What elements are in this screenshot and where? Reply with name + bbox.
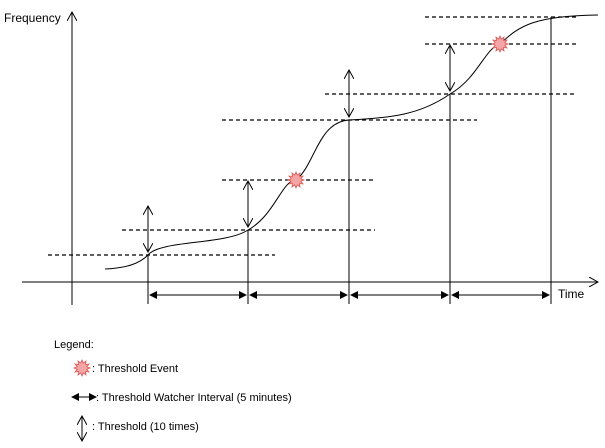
x-axis-label: Time [558,287,585,301]
legend: Legend: : Threshold Event : Threshold Wa… [54,339,292,441]
legend-item-label: : Threshold Watcher Interval (5 minutes) [96,392,292,404]
threshold-dashed-lines [48,16,577,256]
legend-title: Legend: [54,339,94,351]
legend-item-label: : Threshold Event [92,363,178,375]
threshold-event-icon [286,170,306,190]
threshold-arrows [148,45,450,252]
threshold-events [286,34,510,190]
frequency-curve [104,14,599,270]
threshold-event-icon [72,358,92,378]
interval-lines [147,17,552,304]
threshold-event-icon [490,34,510,54]
legend-item-label: : Threshold (10 times) [92,421,199,433]
y-axis-label: Frequency [4,11,61,25]
